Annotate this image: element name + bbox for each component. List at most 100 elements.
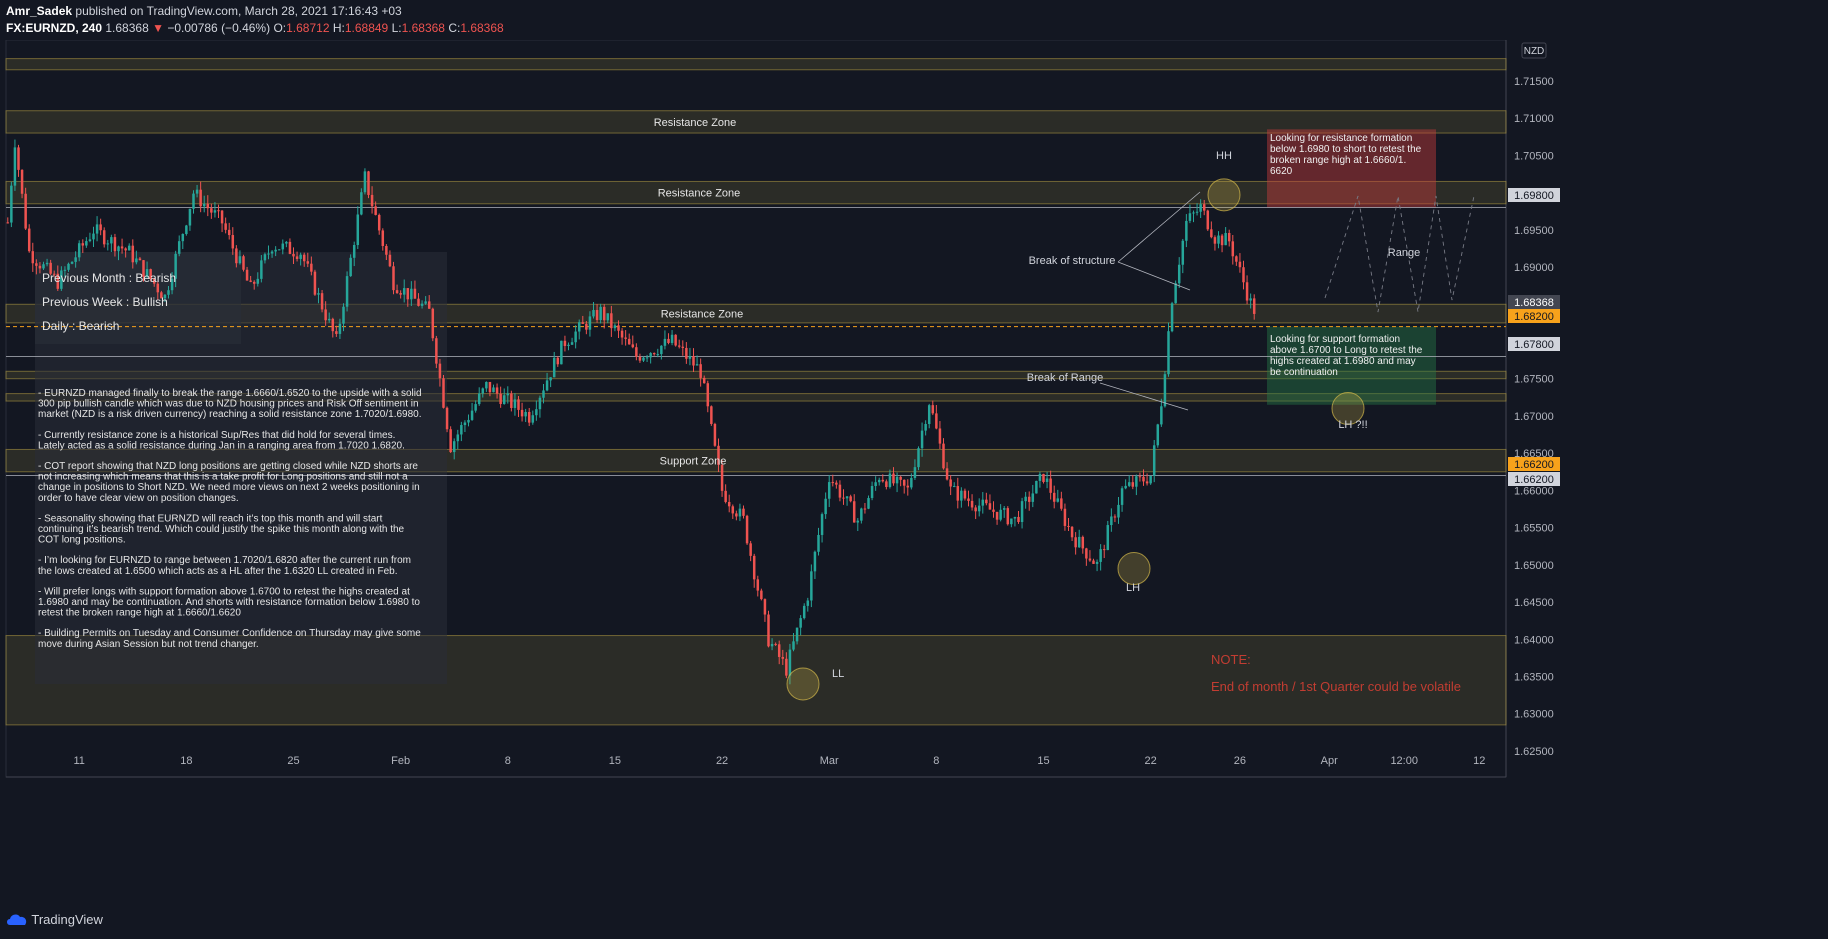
candle-body: [920, 430, 924, 449]
candle-body: [420, 303, 424, 306]
x-tick-label: 18: [180, 755, 192, 767]
note-line: continuing it’s bearish trend. Which cou…: [38, 524, 405, 535]
candle-body: [688, 355, 692, 359]
candle-body: [695, 364, 699, 366]
author-name[interactable]: Amr_Sadek: [6, 4, 73, 18]
y-tick-label: 1.62500: [1514, 746, 1554, 758]
candle-body: [777, 644, 781, 657]
symbol-name[interactable]: FX:EURNZD, 240: [6, 21, 103, 35]
candle-body: [217, 210, 220, 212]
candle-body: [770, 643, 774, 647]
note-text: End of month / 1st Quarter could be vola…: [1211, 679, 1461, 694]
note-line: not increasing which means that this is …: [38, 472, 408, 483]
close-value: 1.68368: [460, 21, 504, 35]
candle-body: [124, 248, 127, 251]
candle-body: [595, 310, 599, 321]
candle-body: [485, 381, 488, 389]
candle-body: [1042, 473, 1045, 482]
note-line: change in positions to Short NZD. We nee…: [38, 482, 420, 493]
candle-body: [106, 243, 110, 245]
currency-badge: [1521, 42, 1547, 59]
price-tag-bg: [1508, 295, 1560, 309]
x-tick-label: 25: [287, 755, 299, 767]
candle-body: [10, 185, 13, 223]
candle-body: [992, 509, 995, 512]
lh-label: LH: [1126, 582, 1140, 594]
candle-body: [1160, 406, 1163, 425]
candle-body: [410, 288, 413, 300]
candle-body: [174, 253, 177, 279]
candle-body: [245, 269, 249, 281]
candle-body: [77, 243, 81, 258]
candle-body: [860, 508, 863, 521]
candle-body: [517, 399, 520, 410]
candle-body: [606, 313, 610, 321]
tradingview-logo[interactable]: TradingView: [6, 912, 103, 927]
candle-body: [538, 397, 542, 410]
note-line: market (NZD is a risk driven currency) r…: [38, 409, 422, 420]
candle-body: [470, 410, 474, 420]
candle-body: [117, 246, 120, 252]
candle-body: [635, 347, 638, 357]
candle-body: [1174, 283, 1177, 304]
candle-body: [1027, 496, 1031, 502]
y-tick-label: 1.71500: [1514, 76, 1554, 88]
candle-body: [1067, 525, 1070, 527]
candle-body: [163, 294, 167, 299]
candle-body: [413, 288, 417, 299]
candle-body: [177, 241, 181, 254]
candle-body: [545, 380, 549, 391]
candle-body: [949, 479, 952, 487]
note-title: NOTE:: [1211, 652, 1251, 667]
candle-body: [327, 318, 331, 321]
price-tag-bg: [1508, 309, 1560, 323]
candle-body: [1070, 526, 1074, 538]
candle-body: [763, 599, 767, 615]
candle-body: [113, 237, 117, 252]
x-tick-label: 15: [1037, 755, 1049, 767]
candle-body: [599, 306, 602, 321]
candle-body: [349, 257, 352, 277]
candle-body: [735, 513, 738, 517]
candle-body: [1242, 267, 1245, 283]
candle-body: [881, 479, 885, 482]
candle-body: [781, 656, 785, 659]
candle-body: [1117, 504, 1120, 518]
candle-body: [852, 501, 856, 523]
short-box-text: below 1.6980 to short to retest the: [1270, 144, 1422, 155]
long-box-text: be continuation: [1270, 367, 1338, 378]
candle-body: [910, 477, 913, 488]
cloud-icon: [7, 914, 27, 925]
candle-body: [52, 273, 56, 275]
candle-body: [449, 429, 452, 453]
published-text: published on TradingView.com, March 28, …: [75, 4, 402, 18]
candle-body: [138, 258, 142, 261]
candle-body: [267, 253, 270, 255]
candle-body: [567, 344, 570, 346]
candle-body: [1249, 298, 1252, 301]
candle-body: [1156, 424, 1160, 446]
candle-body: [874, 482, 877, 487]
price-tag-bg: [1508, 188, 1560, 202]
candle-body: [460, 425, 463, 435]
candle-body: [577, 322, 581, 332]
candle-body: [1206, 210, 1210, 230]
y-tick-label: 1.71000: [1514, 113, 1554, 125]
candle-body: [945, 468, 949, 480]
candle-body: [85, 241, 88, 246]
candle-body: [799, 618, 802, 628]
candle-body: [1035, 480, 1038, 494]
candle-body: [24, 193, 27, 229]
summary-line-1: Previous Week : Bullish: [42, 295, 168, 309]
candle-body: [1227, 232, 1231, 242]
candle-body: [1188, 213, 1192, 221]
candle-body: [142, 260, 145, 277]
candle-body: [417, 298, 420, 306]
candle-body: [67, 263, 70, 270]
candle-body: [1138, 476, 1142, 478]
x-tick-label: 8: [505, 755, 511, 767]
candle-body: [902, 479, 906, 486]
candle-body: [13, 147, 17, 186]
candle-body: [552, 357, 556, 378]
